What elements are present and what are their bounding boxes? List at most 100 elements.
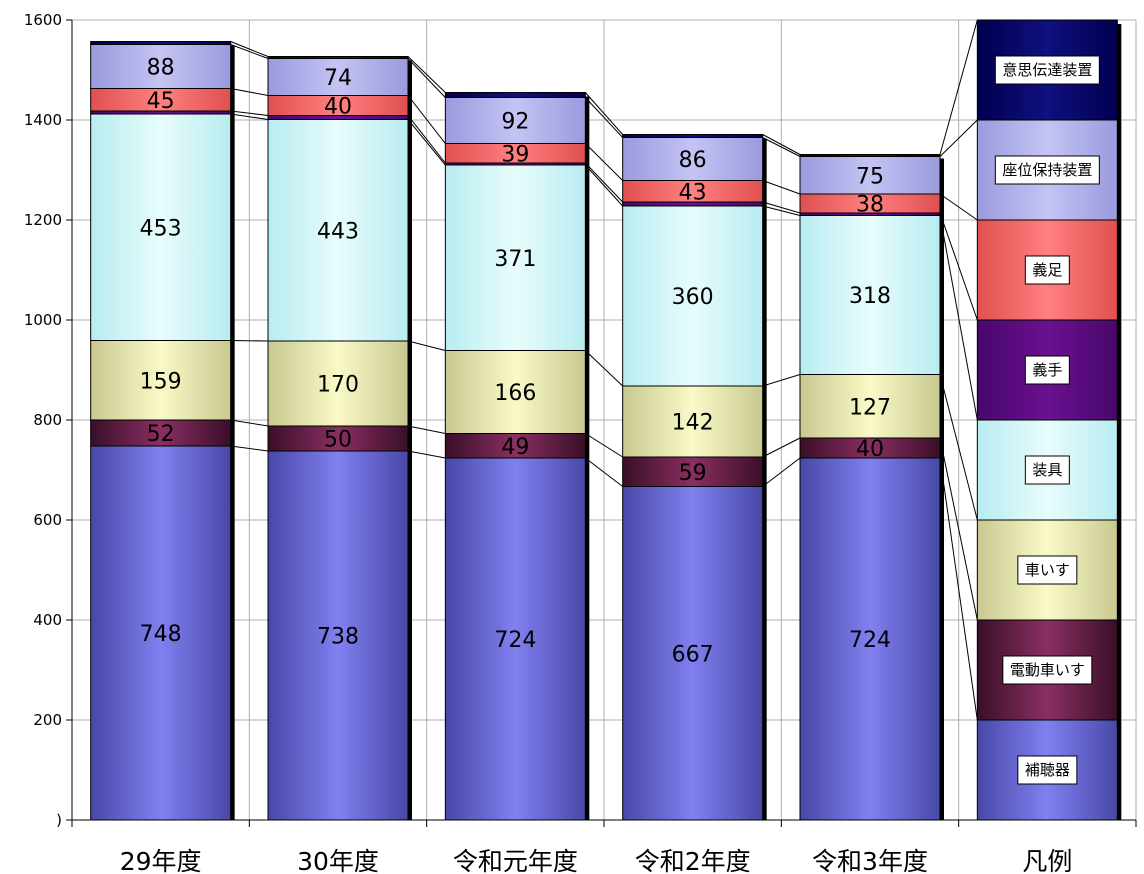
legend-label: 電動車いす [1010, 661, 1085, 679]
y-tick-label: 200 [33, 711, 62, 729]
bars [90, 41, 944, 821]
legend-label-box [1024, 455, 1070, 485]
data-label: 453 [140, 216, 182, 241]
series-connector [762, 180, 801, 195]
series-connector [762, 457, 801, 487]
legend-label: 義足 [1032, 261, 1062, 279]
series-connector [230, 113, 269, 120]
bar-segment [444, 457, 586, 821]
bar-segment [90, 41, 232, 45]
bar-segment [799, 156, 941, 195]
series-connector [939, 457, 978, 721]
bar-segment [267, 58, 409, 96]
bar-segment [90, 113, 232, 341]
data-label: 43 [679, 180, 707, 205]
series-connector [584, 350, 624, 387]
series-connector [762, 374, 801, 387]
y-tick-label: 1400 [24, 111, 62, 129]
bar-segment [444, 92, 586, 98]
data-label: 724 [494, 628, 536, 653]
legend-label-box [1024, 255, 1070, 285]
data-label: 52 [147, 422, 175, 447]
series-connector [939, 193, 978, 221]
series-connector [762, 205, 801, 216]
legend-label-box [1002, 655, 1093, 685]
legend-label-box [1017, 555, 1078, 585]
series-connector [939, 437, 978, 621]
series-connector [230, 44, 269, 59]
gridlines [72, 19, 1137, 821]
bar-segment [799, 457, 941, 821]
data-label: 50 [324, 428, 352, 453]
legend-label: 補聴器 [1025, 761, 1070, 779]
series-connector [584, 97, 624, 138]
bar-segment [90, 44, 232, 89]
legend-label: 車いす [1025, 561, 1070, 579]
legend-label: 座位保持装置 [1002, 161, 1092, 179]
x-category-label: 29年度 [120, 847, 202, 874]
legend-label-box [994, 155, 1100, 185]
legend-label: 装具 [1032, 461, 1062, 479]
series-connector [407, 115, 446, 164]
labels: 748 52 159 453 45 88 29年度 738 50 170 443 40 74 30年度 72… [120, 56, 1073, 874]
series-connector [762, 201, 801, 214]
series-connector [584, 164, 624, 207]
bar-segment [622, 134, 764, 138]
series-connector [407, 56, 446, 93]
series-connector [230, 419, 269, 427]
data-label: 75 [856, 164, 884, 189]
bar-segment [267, 340, 409, 427]
data-label: 49 [501, 435, 529, 460]
bar-segment [267, 119, 409, 342]
data-label: 38 [856, 193, 884, 218]
series-connector [585, 457, 623, 487]
data-label: 88 [147, 56, 175, 81]
series-connector [584, 92, 624, 135]
data-label: 371 [494, 247, 536, 272]
data-label: 92 [501, 110, 529, 135]
legend-column-label: 凡例 [1022, 847, 1072, 874]
series-connector [762, 134, 801, 155]
series-connector [230, 340, 269, 342]
series-connector [230, 445, 269, 452]
bar-segment [799, 374, 941, 439]
data-label: 318 [849, 284, 891, 309]
y-tick-label: ) [56, 811, 62, 829]
data-label: 667 [672, 642, 714, 667]
y-tick-label: 400 [33, 611, 62, 629]
bar-segment [799, 154, 941, 157]
y-tick-label: 1600 [24, 11, 62, 29]
bar-segment [90, 340, 232, 421]
y-tick-label: 1200 [24, 211, 62, 229]
data-label: 724 [849, 628, 891, 653]
data-label: 166 [494, 381, 536, 406]
series-connector [407, 340, 446, 351]
series-connector [939, 212, 978, 321]
bar-segment [444, 350, 586, 434]
series-connector [407, 58, 446, 98]
series-connector [939, 119, 978, 157]
bar-segment [444, 164, 586, 351]
axes: ) 200 400 600 800 1000 1200 1400 1600 [24, 11, 1137, 829]
x-category-label: 令和3年度 [812, 847, 928, 874]
y-tick-label: 1000 [24, 311, 62, 329]
series-connector [407, 119, 446, 166]
bar-segment [799, 215, 941, 375]
data-label: 59 [679, 461, 707, 486]
series-connector [939, 215, 978, 421]
x-category-label: 令和元年度 [453, 847, 578, 874]
data-label: 127 [849, 395, 891, 420]
series-connector [584, 143, 624, 181]
series-connector [230, 88, 269, 96]
bar-segment [90, 445, 232, 821]
data-label: 738 [317, 625, 359, 650]
x-category-label: 令和2年度 [635, 847, 751, 874]
data-label: 748 [140, 622, 182, 647]
series-connector [230, 110, 269, 116]
series-connector [939, 19, 978, 155]
y-tick-label: 600 [33, 511, 62, 529]
data-label: 39 [501, 142, 529, 167]
bar-segment [267, 425, 409, 452]
